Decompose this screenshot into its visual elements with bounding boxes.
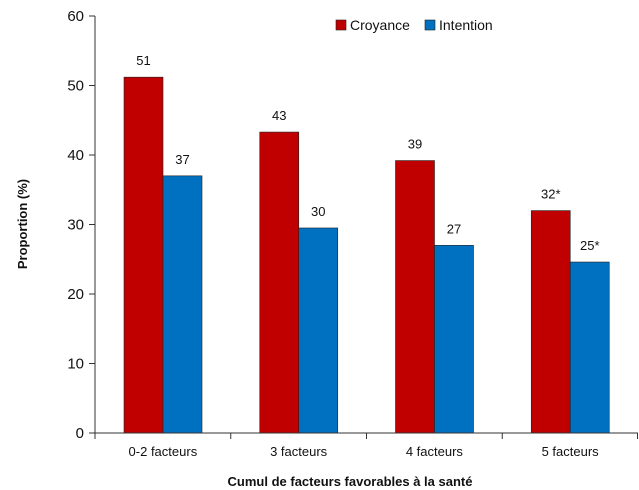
y-tick-label-2: 20 [67, 286, 84, 303]
y-tick-label-3: 30 [67, 217, 84, 234]
data-label-croyance-4: 32* [541, 187, 561, 202]
legend-label-croyance: Croyance [350, 17, 410, 33]
x-axis-title: Cumul de facteurs favorables à la santé [228, 474, 473, 489]
data-label-croyance-1: 51 [136, 53, 150, 68]
x-tick-label-1: 0-2 facteurs [129, 444, 198, 459]
bar-intention-2 [298, 227, 339, 434]
legend: Croyance Intention [335, 17, 493, 33]
legend-label-intention: Intention [439, 17, 493, 33]
legend-swatch-croyance [335, 19, 347, 31]
data-label-croyance-3: 39 [408, 137, 422, 152]
bar-croyance-4 [530, 210, 571, 434]
data-labels-layer: 51 37 43 30 39 27 32* 25* [136, 53, 599, 253]
data-label-intention-2: 30 [311, 204, 325, 219]
bar-croyance-3 [395, 160, 435, 434]
y-tick-label-4: 40 [67, 147, 84, 164]
x-tick-label-4: 5 facteurs [542, 444, 600, 459]
data-label-croyance-2: 43 [272, 108, 286, 123]
x-tick-label-2: 3 facteurs [270, 444, 328, 459]
axes-layer: 0-2 facteurs 3 facteurs 4 facteurs 5 facteu… [67, 8, 638, 459]
y-tick-label-5: 50 [67, 78, 84, 95]
bar-intention-4 [569, 261, 610, 434]
data-label-intention-1: 37 [175, 152, 189, 167]
bar-intention-1 [162, 175, 203, 434]
y-tick-label-6: 60 [67, 8, 84, 25]
bar-croyance-1 [123, 76, 164, 434]
bars-layer [123, 76, 610, 434]
bar-intention-3 [434, 245, 474, 434]
data-label-intention-4: 25* [580, 238, 600, 253]
legend-swatch-intention [424, 19, 436, 31]
bar-croyance-2 [259, 131, 300, 434]
data-label-intention-3: 27 [447, 221, 461, 236]
y-axis-title: Proportion (%) [15, 179, 30, 269]
y-tick-label-0: 0 [76, 425, 84, 442]
y-tick-label-1: 10 [67, 356, 84, 373]
x-tick-label-3: 4 facteurs [406, 444, 464, 459]
